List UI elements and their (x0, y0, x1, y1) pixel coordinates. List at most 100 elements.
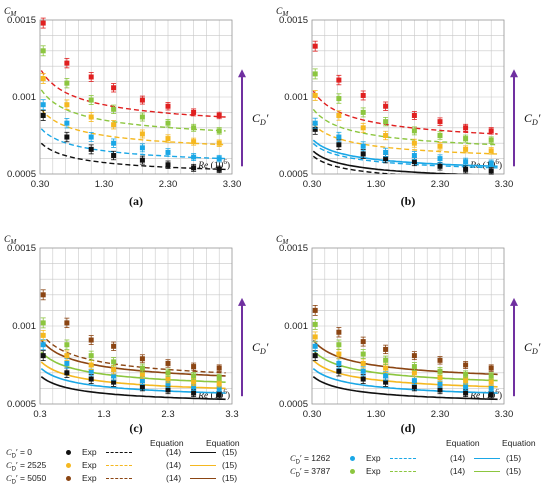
data-point (360, 151, 366, 157)
legend-eq14-line (106, 478, 132, 479)
legend-eq15-line (474, 471, 500, 472)
data-point (463, 136, 469, 142)
legend-eq14-line (390, 471, 416, 472)
equation-14-curve (312, 143, 498, 169)
data-point (336, 329, 342, 335)
series-points (40, 339, 222, 393)
grid (311, 19, 505, 175)
data-point (191, 373, 197, 379)
data-point (383, 379, 389, 385)
data-point (437, 368, 443, 374)
data-point (312, 120, 318, 126)
data-point (437, 374, 443, 380)
data-point (139, 114, 145, 120)
data-point (64, 370, 70, 376)
legend-eq14-text: (14) (166, 473, 182, 483)
legend-header-equation: Equation (446, 438, 480, 448)
data-point (111, 379, 117, 385)
x-tick-label: 0.3 (33, 409, 46, 420)
data-point (488, 168, 494, 174)
data-point (216, 381, 222, 387)
legend-eq15-text: (15) (506, 466, 522, 476)
data-point (165, 370, 171, 376)
data-point (165, 162, 171, 168)
data-point (411, 153, 417, 159)
x-tick-label: 2.30 (159, 179, 178, 190)
data-point (216, 156, 222, 162)
data-point (437, 143, 443, 149)
x-tick-label: 1.30 (367, 409, 386, 420)
equation-14-curve (312, 90, 498, 135)
y-axis-label: CM (4, 235, 17, 246)
legend-eq14-line (390, 458, 416, 459)
data-point (463, 159, 469, 165)
data-point (411, 128, 417, 134)
data-point (312, 307, 318, 313)
y-tick-label: 0.001 (12, 321, 36, 332)
cd-arrow-label: CD′ (252, 340, 269, 356)
x-tick-label: 3.30 (223, 179, 242, 190)
data-point (64, 80, 70, 86)
data-point (216, 140, 222, 146)
cd-arrow-label: CD′ (252, 111, 269, 127)
data-point (64, 120, 70, 126)
data-point (411, 112, 417, 118)
cd-arrow-head (510, 297, 518, 306)
data-point (165, 387, 171, 393)
data-point (488, 373, 494, 379)
legend-eq14-line (106, 452, 132, 453)
data-point (111, 343, 117, 349)
legend-eq14-text: (14) (450, 453, 466, 463)
data-point (312, 321, 318, 327)
data-point (383, 119, 389, 125)
x-tick-label: 1.3 (97, 409, 110, 420)
data-point (40, 76, 46, 82)
series-points (40, 289, 222, 372)
data-point (111, 153, 117, 159)
legend-exp-marker (66, 476, 71, 481)
data-point (111, 140, 117, 146)
data-point (191, 364, 197, 370)
equation-14-curve (312, 123, 498, 155)
data-point (336, 134, 342, 140)
series-points (40, 110, 222, 174)
data-point (463, 166, 469, 172)
data-point (383, 346, 389, 352)
y-tick-label: 0.0015 (7, 15, 36, 26)
data-point (383, 357, 389, 363)
data-point (216, 374, 222, 380)
equation-14-curve (40, 332, 226, 374)
x-tick-label: 2.30 (431, 409, 450, 420)
data-point (139, 131, 145, 137)
data-point (191, 390, 197, 396)
data-point (463, 390, 469, 396)
data-point (437, 387, 443, 393)
data-point (312, 92, 318, 98)
x-axis-label: Re (106) (197, 158, 230, 171)
data-point (360, 351, 366, 357)
data-point (336, 368, 342, 374)
data-point (165, 136, 171, 142)
data-point (463, 378, 469, 384)
data-point (111, 122, 117, 128)
data-point (40, 353, 46, 359)
data-point (216, 112, 222, 118)
data-point (336, 77, 342, 83)
data-point (64, 342, 70, 348)
data-point (312, 43, 318, 49)
data-point (139, 365, 145, 371)
data-point (336, 360, 342, 366)
data-point (139, 145, 145, 151)
data-point (40, 320, 46, 326)
data-point (88, 368, 94, 374)
data-point (336, 351, 342, 357)
legend-exp-text: Exp (366, 466, 381, 476)
data-point (463, 146, 469, 152)
data-point (191, 109, 197, 115)
data-point (437, 163, 443, 169)
y-tick-label: 0.0005 (7, 399, 36, 410)
plot-frame (39, 247, 233, 405)
data-point (383, 149, 389, 155)
data-point (40, 20, 46, 26)
